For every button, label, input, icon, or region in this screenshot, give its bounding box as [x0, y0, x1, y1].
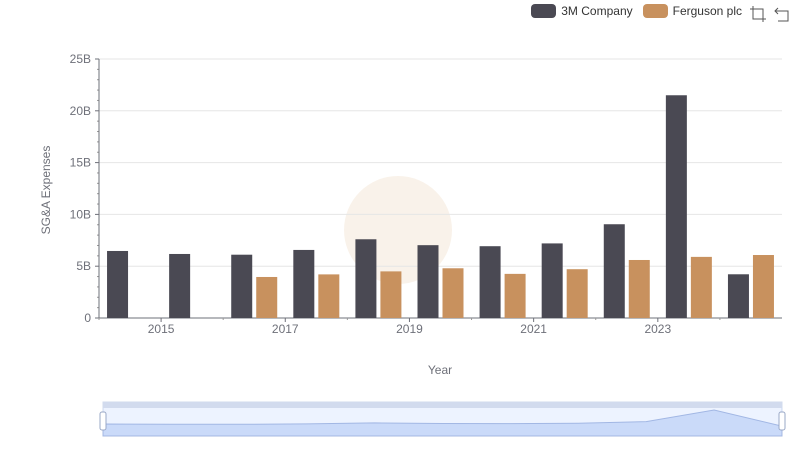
x-axis-title: Year: [428, 363, 452, 377]
legend-label-ferguson: Ferguson plc: [672, 4, 742, 18]
y-tick-label: 25B: [70, 52, 91, 66]
toolbox: [750, 6, 790, 22]
bar-ferguson-2019[interactable]: [442, 268, 464, 318]
y-tick-label: 20B: [70, 104, 91, 118]
y-tick-label: 10B: [70, 207, 91, 221]
data-zoom-preview: [102, 409, 783, 437]
legend: 3M Company Ferguson plc: [531, 4, 742, 18]
legend-label-3m: 3M Company: [561, 4, 633, 18]
bar-ferguson-2018[interactable]: [380, 271, 402, 318]
bar-ferguson-2024[interactable]: [752, 255, 774, 318]
bar-3m-2015[interactable]: [169, 253, 191, 318]
data-zoom-handle-left[interactable]: [99, 411, 107, 431]
legend-item-3m-company[interactable]: 3M Company: [531, 4, 633, 18]
legend-swatch-ferguson: [642, 4, 668, 18]
bar-ferguson-2021[interactable]: [566, 269, 588, 318]
y-tick-label: 15B: [70, 156, 91, 170]
bar-3m-2014[interactable]: [107, 250, 129, 318]
bar-ferguson-2016[interactable]: [256, 276, 278, 318]
x-tick-label: 2017: [272, 322, 299, 336]
bar-3m-2018[interactable]: [355, 239, 377, 318]
y-axis-title: SG&A Expenses: [39, 146, 53, 235]
bar-3m-2024[interactable]: [727, 274, 749, 318]
bar-ferguson-2017[interactable]: [318, 274, 340, 318]
legend-swatch-3m: [531, 4, 557, 18]
zoom-icon[interactable]: [750, 6, 766, 22]
bar-3m-2022[interactable]: [603, 224, 625, 318]
x-tick-label: 2015: [148, 322, 175, 336]
bar-3m-2023[interactable]: [665, 95, 687, 318]
data-zoom-handle-right[interactable]: [778, 411, 786, 431]
x-tick-label: 2021: [520, 322, 547, 336]
legend-item-ferguson[interactable]: Ferguson plc: [642, 4, 742, 18]
x-tick-label: 2019: [396, 322, 423, 336]
bar-ferguson-2022[interactable]: [628, 259, 650, 318]
bar-3m-2021[interactable]: [541, 243, 563, 318]
bar-3m-2017[interactable]: [293, 249, 315, 318]
y-tick-label: 5B: [76, 259, 91, 273]
y-tick-label: 0: [84, 311, 91, 325]
data-zoom-move-bar[interactable]: [103, 402, 782, 408]
bar-3m-2016[interactable]: [231, 254, 253, 318]
bar-3m-2019[interactable]: [417, 245, 439, 318]
bar-ferguson-2023[interactable]: [690, 256, 712, 318]
bar-3m-2020[interactable]: [479, 246, 501, 318]
restore-icon[interactable]: [774, 6, 790, 22]
bar-ferguson-2020[interactable]: [504, 273, 526, 318]
x-tick-label: 2023: [644, 322, 671, 336]
